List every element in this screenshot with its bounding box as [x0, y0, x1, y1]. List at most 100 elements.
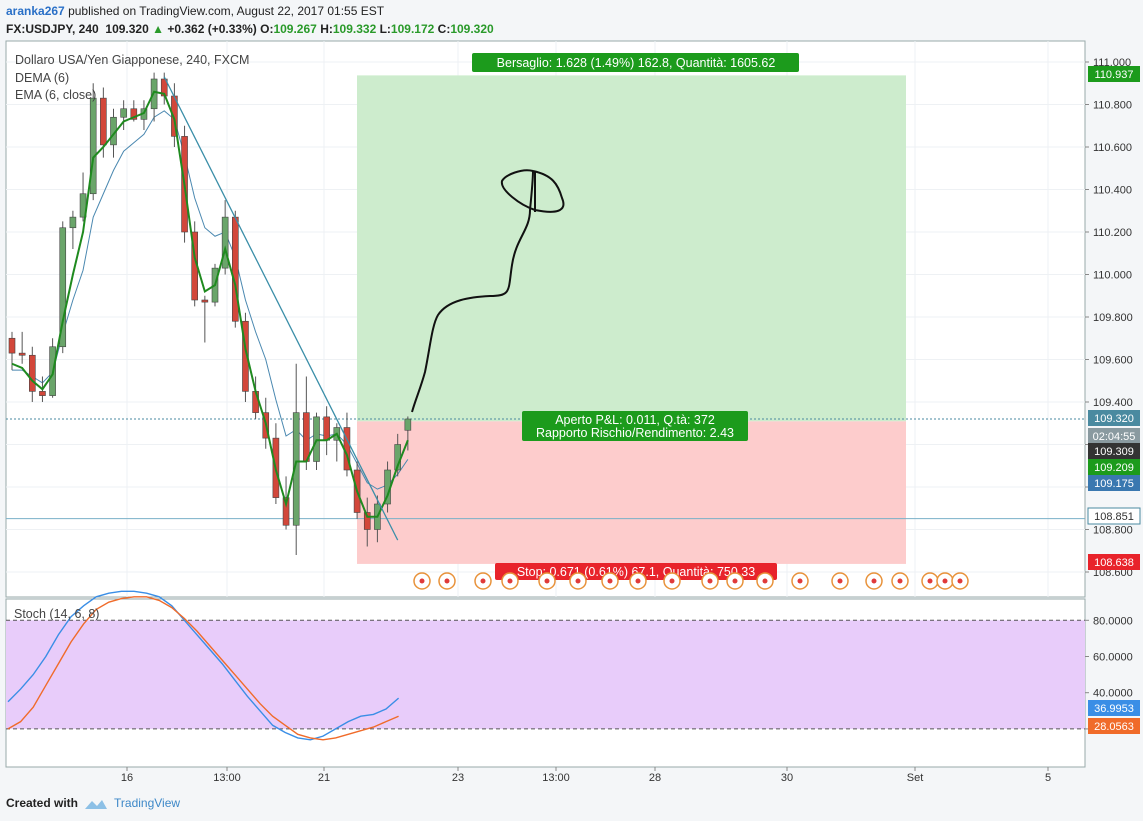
event-dot: [957, 578, 963, 584]
price-change: +0.362 (+0.33%): [167, 22, 257, 36]
event-dot: [927, 578, 933, 584]
event-dot: [669, 578, 675, 584]
time-axis[interactable]: 16 13:00 21 23 13:00 28 30 Set 5: [121, 767, 1051, 784]
candle-body: [232, 216, 239, 322]
price-tag-label: 108.851: [1094, 511, 1134, 523]
low-label: L:: [379, 22, 391, 36]
event-dot: [544, 578, 550, 584]
price-tag-box: [1088, 554, 1140, 570]
price-tag-box: [1088, 410, 1140, 426]
trend-line[interactable]: [163, 76, 399, 541]
candle-body: [130, 108, 138, 120]
event-dot: [444, 578, 450, 584]
price-tick-label: 109.600: [1093, 355, 1133, 367]
stoch-tags: 36.9953 28.0563: [1088, 700, 1140, 734]
price-tag-label: 110.937: [1095, 69, 1134, 81]
time-tick-label: 28: [649, 772, 661, 784]
hand-drawn-path[interactable]: [411, 169, 565, 413]
price-tag-box: [1088, 475, 1140, 491]
price-tick-label: 109.400: [1093, 397, 1133, 409]
price-tags: 110.937 109.320 02:04:55 109.309 109.209 109.…: [1087, 66, 1141, 570]
stoch-series-line: [7, 590, 400, 741]
ema-line: [12, 110, 409, 490]
price-tag-label: 02:04:55: [1093, 431, 1136, 443]
price-tick-label: 110.800: [1093, 100, 1132, 112]
candle-body: [100, 97, 107, 146]
symbol: FX:USDJPY, 240: [6, 22, 99, 36]
low-value: 109.172: [390, 22, 435, 36]
candle-body: [201, 299, 209, 303]
high-value: 109.332: [332, 22, 377, 36]
close-value: 109.320: [450, 22, 494, 36]
event-dot: [635, 578, 641, 584]
time-tick-label: 23: [452, 772, 464, 784]
event-dot: [897, 578, 903, 584]
time-tick-label: 13:00: [542, 772, 570, 784]
candle-body: [8, 337, 16, 354]
candle-body: [59, 227, 67, 348]
event-dot: [837, 578, 843, 584]
event-dot: [607, 578, 613, 584]
publish-header: aranka267 published on TradingView.com, …: [6, 3, 384, 19]
time-tick-label: 16: [121, 772, 133, 784]
price-tag-label: 109.175: [1094, 478, 1134, 490]
username[interactable]: aranka267: [6, 4, 65, 18]
time-tick-label: Set: [907, 772, 924, 784]
candle-body: [282, 497, 290, 526]
open-label: O:: [260, 22, 274, 36]
event-dot: [732, 578, 738, 584]
economic-events[interactable]: [413, 572, 969, 590]
stoch-tag-box: [1088, 718, 1140, 734]
price-tag-label: 108.638: [1094, 557, 1134, 569]
event-dot: [419, 578, 425, 584]
stoch-tag-label: 28.0563: [1094, 721, 1134, 733]
last-price: 109.320: [105, 22, 149, 36]
brand-link[interactable]: TradingView: [114, 796, 181, 810]
event-dot: [942, 578, 948, 584]
event-dot: [797, 578, 803, 584]
stop-zone[interactable]: [357, 421, 906, 564]
stoch-band: [6, 620, 1085, 729]
event-dot: [871, 578, 877, 584]
price-tick-label: 110.000: [1093, 270, 1132, 282]
price-tag-box: [1088, 443, 1140, 459]
target-zone[interactable]: [357, 75, 906, 422]
time-tick-label: 13:00: [213, 772, 241, 784]
candle-body: [323, 416, 330, 441]
open-pl-label-box[interactable]: [522, 411, 748, 441]
publish-info: published on TradingView.com, August 22,…: [68, 4, 385, 18]
stoch-tick-label: 40.0000: [1093, 688, 1133, 700]
close-label: C:: [437, 22, 451, 36]
candle-body: [303, 412, 310, 462]
chart-title: Dollaro USA/Yen Giapponese, 240, FXCM: [15, 53, 249, 67]
candle-body: [292, 412, 300, 526]
stoch-tag-label: 36.9953: [1094, 703, 1134, 715]
created-with: Created with: [6, 796, 79, 810]
price-tag-label: 109.320: [1094, 413, 1134, 425]
candle-body: [242, 320, 249, 392]
stoch-legend: Stoch (14, 6, 8): [14, 607, 99, 621]
candle-body: [404, 418, 412, 431]
high-label: H:: [320, 22, 333, 36]
price-tag-box: [1087, 507, 1141, 525]
time-tick-label: 5: [1045, 772, 1051, 784]
target-label-box[interactable]: [472, 53, 799, 72]
stoch-tick-label: 60.0000: [1093, 652, 1133, 664]
tradingview-logo-icon: [85, 799, 108, 809]
candle-body: [221, 216, 229, 269]
event-dot: [507, 578, 513, 584]
chart-canvas[interactable]: Bersaglio: 1.628 (1.49%) 162.8, Quantità…: [0, 40, 1143, 790]
event-dot: [575, 578, 581, 584]
candle-body: [313, 416, 320, 462]
risk-reward-label: Rapporto Rischio/Rendimento: 2.43: [536, 426, 734, 440]
candle-body: [120, 108, 127, 118]
price-tag-label: 109.309: [1094, 446, 1134, 458]
price-tag-box: [1088, 428, 1140, 444]
stoch-series-line: [7, 596, 399, 741]
time-tick-label: 30: [781, 772, 793, 784]
price-axis[interactable]: 111.000110.800110.600110.400110.200110.0…: [1085, 57, 1133, 579]
price-tick-label: 108.800: [1093, 525, 1133, 537]
price-tick-label: 110.600: [1093, 142, 1132, 154]
price-tag-box: [1088, 459, 1140, 475]
